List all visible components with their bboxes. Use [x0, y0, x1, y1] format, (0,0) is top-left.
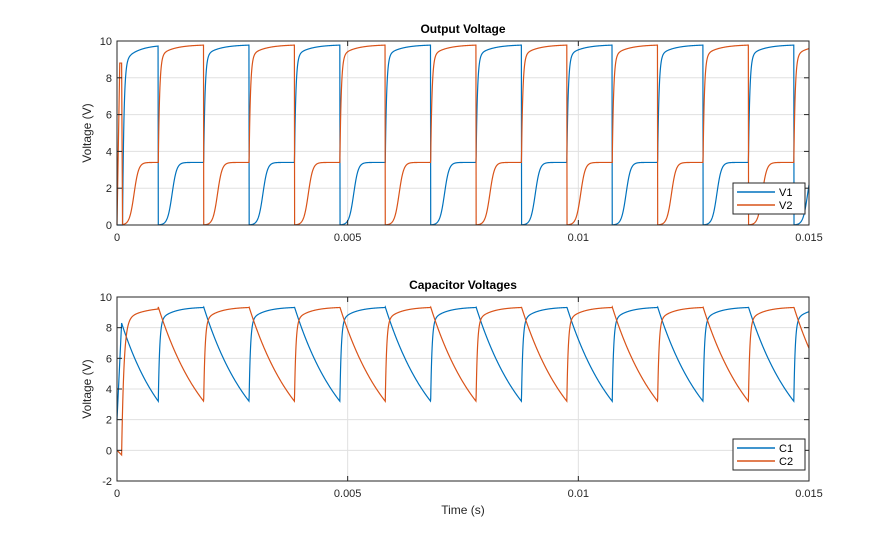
x-axis-label: Time (s) — [441, 503, 485, 517]
y-tick-label: 6 — [106, 353, 112, 365]
legend-entry: V2 — [779, 200, 792, 212]
chart-title: Capacitor Voltages — [409, 278, 517, 292]
series-line-V2 — [116, 44, 810, 226]
x-tick-label: 0 — [114, 488, 120, 500]
y-tick-label: 4 — [106, 146, 112, 158]
legend-entry: C1 — [779, 443, 793, 455]
y-tick-label: 10 — [100, 36, 112, 48]
y-tick-label: 0 — [106, 445, 112, 457]
series-line-C2 — [116, 305, 810, 457]
x-tick-label: 0.005 — [334, 488, 362, 500]
legend-box — [732, 438, 806, 471]
legend-entry: C2 — [779, 456, 793, 468]
y-tick-label: 8 — [106, 73, 112, 85]
y-tick-label: 8 — [106, 323, 112, 335]
x-tick-label: 0.005 — [334, 232, 362, 244]
y-axis-label: Voltage (V) — [80, 359, 94, 418]
y-tick-label: 10 — [100, 292, 112, 304]
output-voltage-axes: 0 0.005 0.01 0.015 0 2 4 6 8 10 Output Voltage Volt… — [80, 22, 823, 244]
x-tick-label: 0.01 — [568, 232, 589, 244]
series-line-V1 — [117, 44, 810, 226]
y-tick-label: 2 — [106, 183, 112, 195]
legend-box — [732, 182, 806, 215]
axes-box — [116, 40, 810, 226]
series-line-C1 — [116, 305, 810, 420]
x-tick-label: 0.015 — [795, 232, 823, 244]
y-tick-label: 4 — [106, 384, 112, 396]
chart-title: Output Voltage — [420, 22, 505, 36]
y-tick-label: 2 — [106, 415, 112, 427]
plot-area — [117, 41, 809, 225]
y-axis-label: Voltage (V) — [80, 103, 94, 162]
x-tick-label: 0 — [114, 232, 120, 244]
y-tick-label: -2 — [102, 476, 112, 488]
x-tick-label: 0.015 — [795, 488, 823, 500]
y-tick-label: 0 — [106, 220, 112, 232]
x-tick-label: 0.01 — [568, 488, 589, 500]
legend-entry: V1 — [779, 187, 792, 199]
y-tick-label: 6 — [106, 110, 112, 122]
